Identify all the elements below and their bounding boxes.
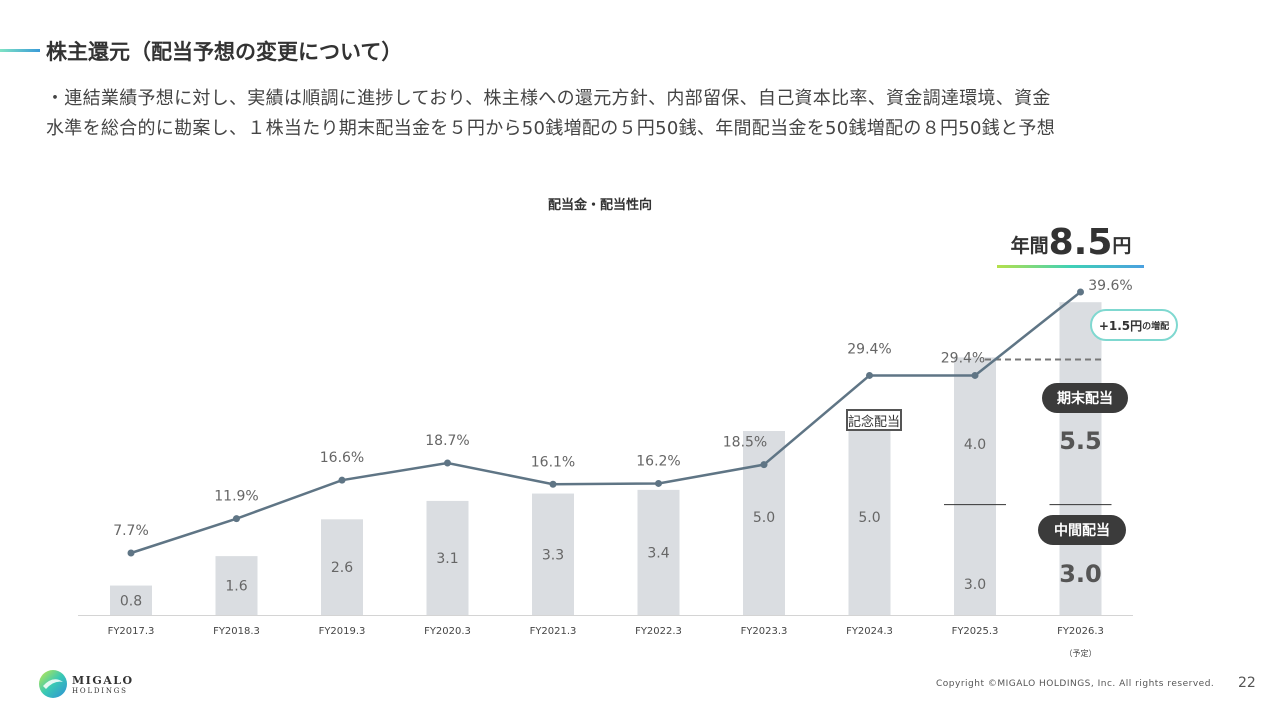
migalo-logo-icon — [39, 670, 67, 698]
year-end-value-label: 5.5 — [1059, 427, 1102, 455]
payout-ratio-point — [1077, 288, 1084, 296]
x-tick-label: FY2020.3 — [424, 626, 471, 637]
bars-layer — [110, 302, 1112, 615]
increase-small: の増配 — [1142, 321, 1170, 332]
year-end-value-label: 4.0 — [964, 437, 986, 453]
year-end-dividend-label: 期末配当 — [1042, 383, 1128, 413]
x-tick-label: FY2017.3 — [108, 626, 155, 637]
annual-value: 8.5 — [1048, 222, 1113, 263]
logo-line-2: HOLDINGS — [72, 687, 128, 695]
interim-dividend-label: 中間配当 — [1038, 515, 1126, 545]
payout-ratio-point — [549, 480, 557, 488]
dividend-bar — [954, 357, 996, 615]
chart-title: 配当金・配当性向 — [547, 198, 652, 213]
x-tick-label: FY2021.3 — [530, 626, 577, 637]
dividend-bar — [848, 431, 891, 615]
bar-labels-layer: 0.8 1.6 2.6 3.1 3.3 3.4 5.0 5.0 3.0 4.0 3.0 5.5 — [120, 427, 1102, 609]
interim-value-label: 3.0 — [1059, 560, 1102, 588]
title-accent-line — [0, 49, 40, 52]
bar-value-label: 0.8 — [120, 593, 142, 609]
annual-underline — [997, 265, 1144, 268]
x-tick-label: FY2022.3 — [635, 626, 682, 637]
payout-ratio-point — [233, 515, 240, 523]
payout-ratio-point — [338, 476, 346, 484]
payout-ratio-label: 18.5% — [723, 435, 767, 451]
annual-dividend: 年間8.5円 — [998, 222, 1144, 263]
commemorative-dividend-label: 記念配当 — [846, 409, 902, 431]
x-tick-label: FY2026.3 — [1057, 626, 1104, 637]
payout-ratio-point — [127, 549, 135, 557]
payout-ratio-point — [655, 479, 662, 487]
dividend-bar — [532, 493, 574, 615]
dividend-bar — [321, 519, 363, 615]
payout-line-layer: 7.7% 11.9% 16.6% 18.7% 16.1% 16.2% 18.5% 29.4% 2… — [113, 278, 1133, 557]
increase-badge: +1.5円 の増配 — [1090, 309, 1178, 341]
copyright: Copyright ©MIGALO HOLDINGS, Inc. All rig… — [936, 679, 1215, 689]
payout-ratio-point — [760, 461, 768, 469]
payout-ratio-label: 16.1% — [531, 454, 575, 470]
description-text: ・連結業績予想に対し、実績は順調に進捗しており、株主様への還元方針、内部留保、自… — [46, 84, 1261, 144]
x-axis: FY2017.3 FY2018.3 FY2019.3 FY2020.3 FY2021.3… — [78, 615, 1133, 658]
logo-line-1: MIGALO — [72, 674, 134, 687]
dividend-bar — [215, 556, 258, 615]
logo-text: MIGALO HOLDINGS — [72, 674, 134, 696]
x-tick-label: FY2023.3 — [741, 626, 788, 637]
payout-ratio-label: 7.7% — [113, 523, 149, 539]
description-line-1: ・連結業績予想に対し、実績は順調に進捗しており、株主様への還元方針、内部留保、自… — [46, 88, 1051, 109]
payout-ratio-label: 16.6% — [320, 450, 364, 466]
x-tick-label: FY2025.3 — [952, 626, 999, 637]
payout-ratio-label: 29.4% — [847, 341, 891, 357]
page-number: 22 — [1238, 675, 1256, 691]
page-title: 株主還元（配当予想の変更について） — [46, 40, 403, 64]
bar-value-label: 3.4 — [647, 545, 669, 561]
payout-ratio-line — [130, 291, 1082, 555]
payout-ratio-label: 16.2% — [636, 453, 680, 469]
bar-value-label: 5.0 — [753, 510, 775, 526]
bar-value-label: 3.1 — [436, 551, 458, 567]
x-tick-label: FY2024.3 — [846, 626, 893, 637]
bar-value-label: 3.3 — [542, 547, 564, 563]
x-tick-label: FY2018.3 — [213, 626, 260, 637]
increase-main: +1.5円 — [1098, 318, 1143, 333]
annual-unit: 円 — [1112, 235, 1132, 257]
dividend-bar — [426, 500, 469, 615]
bar-value-label: 2.6 — [331, 560, 353, 576]
dividend-bar — [1059, 302, 1102, 615]
interim-value-label: 3.0 — [964, 577, 986, 593]
bar-value-label: 1.6 — [225, 579, 247, 595]
payout-ratio-label: 39.6% — [1088, 278, 1132, 294]
payout-ratio-label: 11.9% — [214, 489, 258, 505]
dividend-bar — [637, 489, 680, 615]
payout-ratio-point — [866, 371, 873, 379]
description-line-2: 水準を総合的に勘案し、１株当たり期末配当金を５円から50銭増配の５円50銭、年間… — [46, 118, 1056, 139]
payout-ratio-label: 18.7% — [425, 433, 469, 449]
dividend-bar — [110, 585, 152, 615]
payout-ratio-point — [444, 459, 451, 467]
annual-label: 年間 — [1010, 235, 1049, 257]
bar-value-label: 5.0 — [858, 510, 880, 526]
x-tick-label: FY2019.3 — [319, 626, 366, 637]
payout-ratio-label: 29.4% — [941, 350, 985, 366]
x-tick-note: （予定） — [1065, 648, 1097, 658]
payout-ratio-point — [971, 371, 979, 379]
